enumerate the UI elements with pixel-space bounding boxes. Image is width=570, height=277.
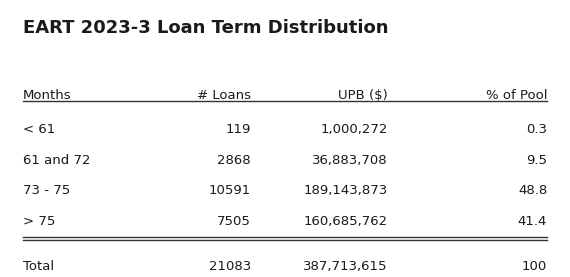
Text: 61 and 72: 61 and 72 [23,154,90,167]
Text: 387,713,615: 387,713,615 [303,260,388,273]
Text: 1,000,272: 1,000,272 [320,123,388,136]
Text: 189,143,873: 189,143,873 [303,184,388,197]
Text: Total: Total [23,260,54,273]
Text: 100: 100 [522,260,547,273]
Text: 119: 119 [225,123,251,136]
Text: 36,883,708: 36,883,708 [312,154,388,167]
Text: 10591: 10591 [209,184,251,197]
Text: Months: Months [23,89,71,102]
Text: > 75: > 75 [23,215,55,228]
Text: 0.3: 0.3 [526,123,547,136]
Text: 48.8: 48.8 [518,184,547,197]
Text: 41.4: 41.4 [518,215,547,228]
Text: 73 - 75: 73 - 75 [23,184,70,197]
Text: 160,685,762: 160,685,762 [303,215,388,228]
Text: 21083: 21083 [209,260,251,273]
Text: 9.5: 9.5 [526,154,547,167]
Text: < 61: < 61 [23,123,55,136]
Text: 7505: 7505 [217,215,251,228]
Text: 2868: 2868 [217,154,251,167]
Text: UPB ($): UPB ($) [338,89,388,102]
Text: # Loans: # Loans [197,89,251,102]
Text: EART 2023-3 Loan Term Distribution: EART 2023-3 Loan Term Distribution [23,19,388,37]
Text: % of Pool: % of Pool [486,89,547,102]
